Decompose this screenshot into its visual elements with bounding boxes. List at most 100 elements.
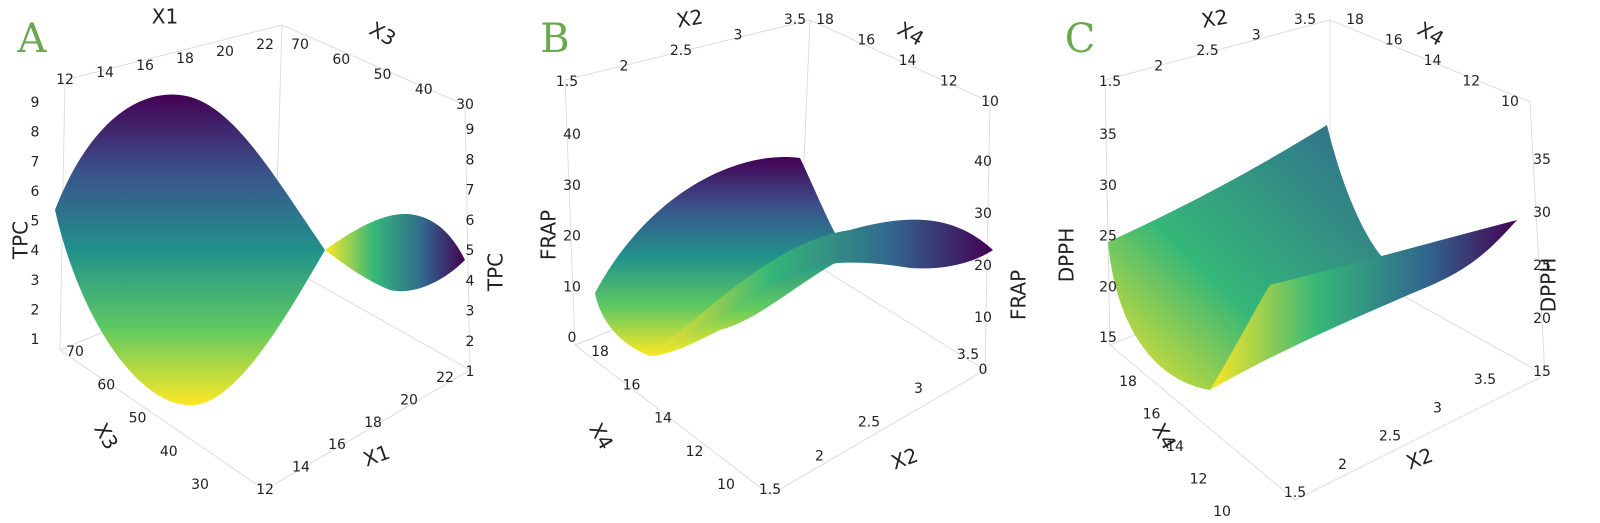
tick-label: 1.5 <box>556 74 578 90</box>
tick-label: 14 <box>292 460 310 476</box>
tick-label: 40 <box>563 127 581 143</box>
tick-label: 2 <box>31 302 40 318</box>
surface <box>650 219 993 356</box>
tick-label: 20 <box>400 392 418 408</box>
tick-label: 20 <box>563 229 581 245</box>
tick-label: 6 <box>466 213 475 229</box>
tick-label: 4 <box>466 273 475 289</box>
tick-label: 12 <box>1462 74 1480 90</box>
tick-label: 8 <box>31 125 40 141</box>
surface <box>595 157 850 356</box>
tick-label: 2 <box>815 448 824 464</box>
tick-label: 2 <box>620 59 629 75</box>
tick-label: 3.5 <box>1474 372 1496 388</box>
tick-label: 14 <box>96 65 114 81</box>
surface <box>1210 220 1517 390</box>
tick-label: 70 <box>291 37 309 53</box>
tick-label: 12 <box>940 74 958 90</box>
axis-title: X4 <box>893 17 928 51</box>
tick-label: 16 <box>857 33 875 49</box>
tick-label: 25 <box>1099 229 1117 245</box>
tick-label: 10 <box>1213 504 1231 520</box>
tick-label: 16 <box>328 437 346 453</box>
surface <box>325 214 465 292</box>
tick-label: 22 <box>436 370 454 386</box>
tick-label: 18 <box>364 415 382 431</box>
tick-label: 40 <box>160 444 178 460</box>
tick-label: 20 <box>974 258 992 274</box>
tick-label: 16 <box>136 58 154 74</box>
tick-label: 30 <box>1099 178 1117 194</box>
tick-label: 14 <box>1424 53 1442 69</box>
tick-label: 18 <box>1346 12 1364 28</box>
tick-label: 3.5 <box>784 12 806 28</box>
tick-label: 3 <box>1252 28 1261 44</box>
tick-label: 15 <box>1533 364 1551 380</box>
axis-title: TPC <box>9 221 33 260</box>
tick-label: 14 <box>654 411 672 427</box>
tick-label: 10 <box>974 310 992 326</box>
tick-label: 4 <box>31 243 40 259</box>
tick-label: 3 <box>734 28 743 44</box>
tick-label: 10 <box>981 94 999 110</box>
tick-label: 30 <box>563 178 581 194</box>
tick-label: 1.5 <box>1099 74 1121 90</box>
axis-title: X3 <box>89 419 123 454</box>
tick-label: 2.5 <box>1379 429 1401 445</box>
tick-label: 16 <box>623 377 641 393</box>
tick-label: 7 <box>31 154 40 170</box>
tick-label: 30 <box>1533 205 1551 221</box>
tick-label: 25 <box>1533 258 1551 274</box>
tick-label: 12 <box>1190 472 1208 488</box>
tick-label: 3 <box>31 273 40 289</box>
panel-letter: B <box>540 16 569 62</box>
tick-label: 70 <box>66 344 84 360</box>
tick-label: 18 <box>816 12 834 28</box>
tick-label: 16 <box>1385 33 1403 49</box>
axis-title: DPPH <box>1055 228 1079 283</box>
tick-label: 0 <box>568 330 577 346</box>
tick-label: 10 <box>1501 94 1519 110</box>
tick-label: 2 <box>1154 59 1163 75</box>
surface <box>1108 125 1385 390</box>
surface <box>55 94 325 406</box>
tick-label: 10 <box>717 477 735 493</box>
tick-label: 20 <box>1099 279 1117 295</box>
tick-label: 12 <box>256 482 274 498</box>
tick-label: 8 <box>466 152 475 168</box>
tick-label: 30 <box>191 477 209 493</box>
tick-label: 60 <box>332 52 350 68</box>
axis-title: X4 <box>584 419 618 454</box>
tick-label: 15 <box>1099 330 1117 346</box>
tick-label: 30 <box>974 206 992 222</box>
tick-label: 30 <box>456 97 474 113</box>
panel-letter: C <box>1065 16 1096 62</box>
axis-title: X1 <box>360 440 393 472</box>
tick-label: 9 <box>466 122 475 138</box>
axis-title: X2 <box>888 443 921 475</box>
tick-label: 18 <box>591 344 609 360</box>
tick-label: 22 <box>256 37 274 53</box>
tick-label: 18 <box>1119 374 1137 390</box>
tick-label: 5 <box>31 214 40 230</box>
axis-title: FRAP <box>537 210 561 260</box>
tick-label: 12 <box>56 72 74 88</box>
tick-label: 2.5 <box>858 415 880 431</box>
tick-label: 1 <box>31 332 40 348</box>
axis-title: TPC <box>484 253 508 292</box>
tick-label: 14 <box>1166 439 1184 455</box>
tick-label: 7 <box>466 183 475 199</box>
tick-label: 1 <box>466 364 475 380</box>
axis-title: DPPH <box>1537 258 1561 313</box>
tick-label: 35 <box>1533 152 1551 168</box>
axis-title: X4 <box>1413 17 1448 51</box>
tick-label: 35 <box>1099 127 1117 143</box>
surfaces <box>55 94 1517 406</box>
tick-label: 5 <box>466 243 475 259</box>
tick-label: 3 <box>1433 400 1442 416</box>
tick-label: 3 <box>914 381 923 397</box>
panel-letter: A <box>17 16 48 62</box>
tick-label: 16 <box>1143 407 1161 423</box>
tick-label: 10 <box>563 279 581 295</box>
